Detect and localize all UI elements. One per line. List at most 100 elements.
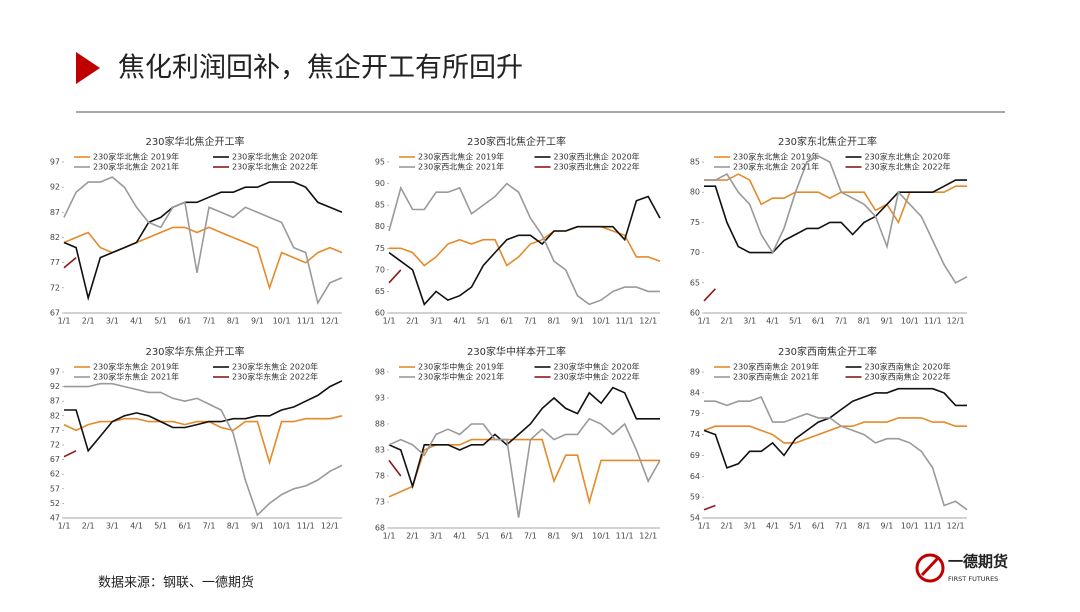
x-tick-label: 3/1 bbox=[743, 522, 756, 531]
x-tick-label: 8/1 bbox=[858, 317, 871, 326]
x-tick-label: 11/1 bbox=[297, 317, 315, 326]
y-tick-label: 82 bbox=[50, 411, 60, 420]
y-tick-label: 60 bbox=[690, 309, 700, 318]
x-tick-label: 3/1 bbox=[430, 532, 443, 541]
x-tick-label: 11/1 bbox=[297, 522, 315, 531]
y-tick-label: 68 bbox=[375, 524, 385, 533]
y-tick-label: 59 bbox=[690, 493, 700, 502]
y-tick-label: 80 bbox=[375, 222, 385, 231]
legend-label: 230家华东焦企 2019年 bbox=[93, 362, 179, 372]
y-tick-label: 93 bbox=[375, 394, 385, 403]
x-tick-label: 6/1 bbox=[178, 317, 191, 326]
legend-label: 230家东北焦企 2021年 bbox=[733, 162, 819, 172]
series-line bbox=[63, 226, 343, 291]
series-line bbox=[63, 450, 77, 458]
y-tick-label: 74 bbox=[690, 430, 700, 439]
x-tick-label: 12/1 bbox=[321, 317, 339, 326]
legend-label: 230家东北焦企 2020年 bbox=[865, 152, 951, 162]
chart-title: 230家华中样本开工率 bbox=[467, 345, 566, 358]
x-tick-label: 2/1 bbox=[82, 317, 95, 326]
x-tick-label: 10/1 bbox=[592, 532, 610, 541]
x-tick-label: 2/1 bbox=[82, 522, 95, 531]
series-line bbox=[64, 382, 343, 517]
legend-label: 230家华中焦企 2019年 bbox=[418, 362, 504, 372]
y-tick-label: 88 bbox=[375, 420, 385, 429]
source-note: 数据来源：钢联、一德期货 bbox=[98, 575, 254, 591]
legend-label: 230家华东焦企 2022年 bbox=[232, 372, 318, 382]
x-tick-label: 1/1 bbox=[58, 522, 71, 531]
y-tick-label: 87 bbox=[50, 208, 60, 217]
x-tick-label: 1/1 bbox=[698, 317, 711, 326]
y-tick-label: 82 bbox=[50, 233, 60, 242]
series-line bbox=[703, 417, 967, 444]
x-tick-label: 5/1 bbox=[789, 522, 802, 531]
x-tick-label: 4/1 bbox=[453, 317, 466, 326]
series-line bbox=[63, 415, 343, 466]
chart-title: 230家西南焦企开工率 bbox=[778, 345, 877, 358]
series-line bbox=[703, 504, 716, 511]
x-tick-label: 12/1 bbox=[947, 522, 965, 531]
chart-title: 230家华东焦企开工率 bbox=[145, 345, 244, 358]
x-tick-label: 7/1 bbox=[524, 532, 537, 541]
x-tick-label: 7/1 bbox=[203, 522, 216, 531]
y-tick-label: 97 bbox=[50, 368, 60, 377]
x-tick-label: 10/1 bbox=[901, 522, 919, 531]
y-tick-label: 97 bbox=[50, 158, 60, 167]
legend-label: 230家西南焦企 2021年 bbox=[733, 372, 819, 382]
y-tick-label: 67 bbox=[50, 309, 60, 318]
x-tick-label: 5/1 bbox=[154, 522, 167, 531]
x-tick-label: 10/1 bbox=[901, 317, 919, 326]
chart-title: 230家东北焦企开工率 bbox=[778, 135, 877, 148]
series-line bbox=[704, 179, 967, 254]
y-tick-label: 77 bbox=[50, 258, 60, 267]
legend-label: 230家华北焦企 2021年 bbox=[93, 162, 179, 172]
y-tick-label: 80 bbox=[690, 188, 700, 197]
x-tick-label: 8/1 bbox=[548, 532, 561, 541]
x-tick-label: 7/1 bbox=[203, 317, 216, 326]
series-line bbox=[63, 176, 343, 305]
y-tick-label: 85 bbox=[690, 158, 700, 167]
x-tick-label: 8/1 bbox=[858, 522, 871, 531]
y-tick-label: 75 bbox=[690, 218, 700, 227]
legend-label: 230家西南焦企 2019年 bbox=[733, 362, 819, 372]
logo-icon bbox=[915, 553, 945, 583]
y-tick-label: 92 bbox=[50, 382, 60, 391]
x-tick-label: 9/1 bbox=[251, 522, 264, 531]
legend-label: 230家华中焦企 2021年 bbox=[418, 372, 504, 382]
y-tick-label: 83 bbox=[375, 446, 385, 455]
x-tick-label: 11/1 bbox=[616, 532, 634, 541]
legend-label: 230家西北焦企 2021年 bbox=[418, 162, 504, 172]
series-line bbox=[388, 182, 660, 306]
y-tick-label: 47 bbox=[50, 514, 60, 523]
y-tick-label: 52 bbox=[50, 499, 60, 508]
y-tick-label: 87 bbox=[50, 397, 60, 406]
x-tick-label: 2/1 bbox=[720, 522, 733, 531]
x-tick-label: 9/1 bbox=[571, 317, 584, 326]
x-tick-label: 11/1 bbox=[616, 317, 634, 326]
series-line bbox=[389, 225, 661, 267]
x-tick-label: 6/1 bbox=[500, 317, 513, 326]
x-tick-label: 4/1 bbox=[130, 522, 143, 531]
y-tick-label: 60 bbox=[375, 309, 385, 318]
logo-stroke bbox=[920, 556, 940, 577]
series-line bbox=[388, 386, 660, 490]
y-tick-label: 92 bbox=[50, 183, 60, 192]
legend-label: 230家西北焦企 2022年 bbox=[554, 162, 640, 172]
chart-title: 230家华北焦企开工率 bbox=[145, 135, 244, 148]
series-line bbox=[388, 269, 402, 284]
y-tick-label: 65 bbox=[375, 287, 385, 296]
x-tick-label: 9/1 bbox=[571, 532, 584, 541]
x-tick-label: 1/1 bbox=[58, 317, 71, 326]
y-tick-label: 64 bbox=[690, 472, 700, 481]
series-line bbox=[64, 380, 343, 453]
x-tick-label: 5/1 bbox=[477, 532, 490, 541]
y-tick-label: 65 bbox=[690, 278, 700, 287]
x-tick-label: 6/1 bbox=[812, 522, 825, 531]
x-tick-label: 3/1 bbox=[106, 317, 119, 326]
legend-label: 230家东北焦企 2022年 bbox=[865, 162, 951, 172]
x-tick-label: 4/1 bbox=[130, 317, 143, 326]
series-line bbox=[63, 181, 343, 301]
y-tick-label: 90 bbox=[375, 179, 385, 188]
x-tick-label: 7/1 bbox=[835, 317, 848, 326]
